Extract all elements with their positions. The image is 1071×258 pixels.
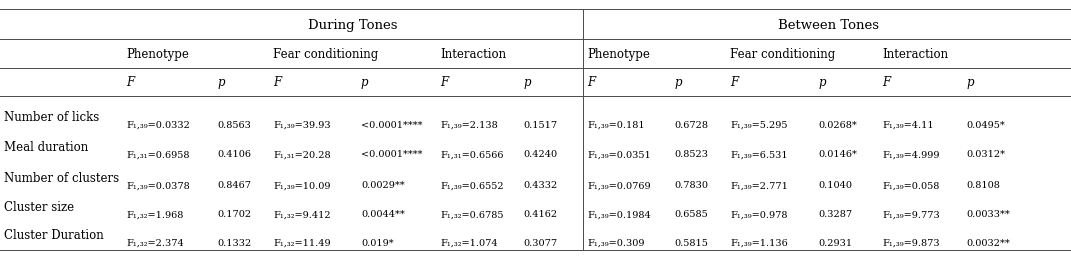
- Text: F₁,₃₁=20.28: F₁,₃₁=20.28: [273, 150, 331, 159]
- Text: 0.4332: 0.4332: [524, 181, 558, 190]
- Text: 0.0495*: 0.0495*: [966, 121, 1005, 130]
- Text: F₁,₃₉=6.531: F₁,₃₉=6.531: [730, 150, 788, 159]
- Text: 0.4106: 0.4106: [217, 150, 252, 159]
- Text: F₁,₃₉=1.136: F₁,₃₉=1.136: [730, 239, 788, 248]
- Text: Fear conditioning: Fear conditioning: [730, 48, 835, 61]
- Text: 0.0044**: 0.0044**: [361, 211, 405, 219]
- Text: F₁,₃₉=5.295: F₁,₃₉=5.295: [730, 121, 788, 130]
- Text: 0.8108: 0.8108: [966, 181, 1000, 190]
- Text: F₁,₃₂=9.412: F₁,₃₂=9.412: [273, 211, 331, 219]
- Text: During Tones: During Tones: [308, 19, 397, 32]
- Text: Phenotype: Phenotype: [126, 48, 190, 61]
- Text: Interaction: Interaction: [440, 48, 507, 61]
- Text: F₁,₃₉=0.0769: F₁,₃₉=0.0769: [587, 181, 650, 190]
- Text: F₁,₃₁=0.6566: F₁,₃₁=0.6566: [440, 150, 503, 159]
- Text: F₁,₃₉=0.058: F₁,₃₉=0.058: [883, 181, 940, 190]
- Text: <0.0001****: <0.0001****: [361, 121, 422, 130]
- Text: F₁,₃₉=4.11: F₁,₃₉=4.11: [883, 121, 934, 130]
- Text: 0.0029**: 0.0029**: [361, 181, 405, 190]
- Text: F: F: [126, 76, 135, 89]
- Text: 0.4162: 0.4162: [524, 211, 558, 219]
- Text: 0.8467: 0.8467: [217, 181, 252, 190]
- Text: F₁,₃₂=1.074: F₁,₃₂=1.074: [440, 239, 498, 248]
- Text: F₁,₃₉=9.773: F₁,₃₉=9.773: [883, 211, 940, 219]
- Text: 0.1332: 0.1332: [217, 239, 252, 248]
- Text: p: p: [361, 76, 368, 89]
- Text: 0.8563: 0.8563: [217, 121, 252, 130]
- Text: 0.8523: 0.8523: [675, 150, 709, 159]
- Text: Number of clusters: Number of clusters: [4, 172, 119, 184]
- Text: 0.5815: 0.5815: [675, 239, 709, 248]
- Text: F₁,₃₂=2.374: F₁,₃₂=2.374: [126, 239, 184, 248]
- Text: p: p: [818, 76, 826, 89]
- Text: 0.0312*: 0.0312*: [966, 150, 1005, 159]
- Text: 0.4240: 0.4240: [524, 150, 558, 159]
- Text: <0.0001****: <0.0001****: [361, 150, 422, 159]
- Text: 0.3077: 0.3077: [524, 239, 558, 248]
- Text: Cluster Duration: Cluster Duration: [4, 229, 104, 242]
- Text: 0.1517: 0.1517: [524, 121, 558, 130]
- Text: p: p: [524, 76, 531, 89]
- Text: F₁,₃₉=0.6552: F₁,₃₉=0.6552: [440, 181, 503, 190]
- Text: F₁,₃₉=39.93: F₁,₃₉=39.93: [273, 121, 331, 130]
- Text: 0.2931: 0.2931: [818, 239, 853, 248]
- Text: 0.6585: 0.6585: [675, 211, 709, 219]
- Text: 0.7830: 0.7830: [675, 181, 709, 190]
- Text: F₁,₃₉=0.0332: F₁,₃₉=0.0332: [126, 121, 191, 130]
- Text: F: F: [273, 76, 282, 89]
- Text: F: F: [587, 76, 595, 89]
- Text: F₁,₃₉=2.138: F₁,₃₉=2.138: [440, 121, 498, 130]
- Text: Phenotype: Phenotype: [587, 48, 650, 61]
- Text: 0.0033**: 0.0033**: [966, 211, 1010, 219]
- Text: F₁,₃₉=4.999: F₁,₃₉=4.999: [883, 150, 940, 159]
- Text: 0.1040: 0.1040: [818, 181, 853, 190]
- Text: Meal duration: Meal duration: [4, 141, 89, 154]
- Text: F₁,₃₉=10.09: F₁,₃₉=10.09: [273, 181, 331, 190]
- Text: 0.0146*: 0.0146*: [818, 150, 857, 159]
- Text: Fear conditioning: Fear conditioning: [273, 48, 378, 61]
- Text: F: F: [883, 76, 891, 89]
- Text: p: p: [966, 76, 974, 89]
- Text: F₁,₃₉=0.1984: F₁,₃₉=0.1984: [587, 211, 651, 219]
- Text: F₁,₃₁=0.6958: F₁,₃₁=0.6958: [126, 150, 190, 159]
- Text: 0.0268*: 0.0268*: [818, 121, 857, 130]
- Text: F₁,₃₉=0.309: F₁,₃₉=0.309: [587, 239, 645, 248]
- Text: F₁,₃₉=9.873: F₁,₃₉=9.873: [883, 239, 940, 248]
- Text: F₁,₃₉=0.181: F₁,₃₉=0.181: [587, 121, 645, 130]
- Text: 0.1702: 0.1702: [217, 211, 252, 219]
- Text: 0.0032**: 0.0032**: [966, 239, 1010, 248]
- Text: F: F: [440, 76, 449, 89]
- Text: 0.6728: 0.6728: [675, 121, 709, 130]
- Text: Cluster size: Cluster size: [4, 201, 74, 214]
- Text: F₁,₃₉=0.0378: F₁,₃₉=0.0378: [126, 181, 191, 190]
- Text: 0.019*: 0.019*: [361, 239, 393, 248]
- Text: p: p: [217, 76, 225, 89]
- Text: Interaction: Interaction: [883, 48, 949, 61]
- Text: F₁,₃₉=0.0351: F₁,₃₉=0.0351: [587, 150, 651, 159]
- Text: Between Tones: Between Tones: [779, 19, 879, 32]
- Text: F₁,₃₉=2.771: F₁,₃₉=2.771: [730, 181, 788, 190]
- Text: F: F: [730, 76, 739, 89]
- Text: Number of licks: Number of licks: [4, 111, 100, 124]
- Text: F₁,₃₂=11.49: F₁,₃₂=11.49: [273, 239, 331, 248]
- Text: F₁,₃₉=0.978: F₁,₃₉=0.978: [730, 211, 788, 219]
- Text: p: p: [675, 76, 682, 89]
- Text: F₁,₃₂=0.6785: F₁,₃₂=0.6785: [440, 211, 503, 219]
- Text: F₁,₃₂=1.968: F₁,₃₂=1.968: [126, 211, 184, 219]
- Text: 0.3287: 0.3287: [818, 211, 853, 219]
